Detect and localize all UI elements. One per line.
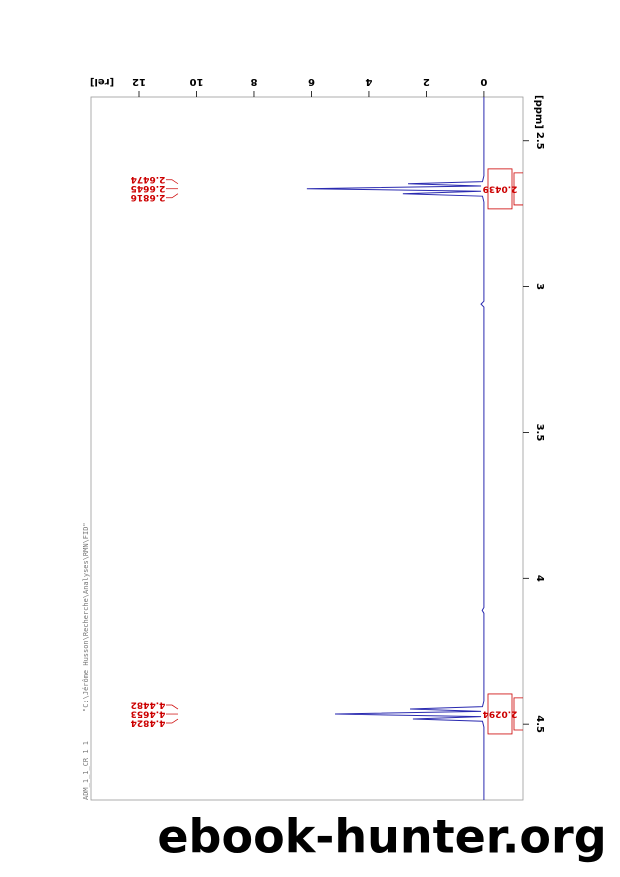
peak-label: 4.4824 [131,718,166,728]
integral-label: 2.0439 [483,183,518,193]
integral-box [487,693,513,735]
source-path: "C:\Jérôme Husson\Recherche\Analyses\RMN… [82,522,90,712]
y-tick-label: 4 [365,76,372,87]
dataset-label: ADM_1_1_CR 1 1 [82,741,90,800]
peak-leader [166,704,179,710]
peak-leader [166,179,179,185]
integral-box [487,168,513,210]
x-tick-label: 4.5 [534,715,545,733]
integral-bracket [513,172,523,206]
y-axis-label: [rel] [90,76,114,87]
x-tick-label: 4 [534,575,545,582]
peak-label: 4.4653 [131,709,166,719]
x-tick-label: 3.5 [534,424,545,442]
y-tick-label: 0 [480,76,487,87]
watermark: ebook-hunter.org [157,810,606,864]
peak-leader [166,193,179,199]
y-tick-label: 8 [250,76,257,87]
peak-label: 2.6474 [131,174,166,184]
x-axis-label: [ppm] [533,95,544,129]
peak-label: 2.6645 [131,183,166,193]
spectrum-line [306,97,485,800]
y-tick-label: 12 [132,76,146,87]
y-tick-label: 6 [308,76,315,87]
peak-leader [166,718,179,724]
y-tick-label: 10 [189,76,203,87]
plot-frame [90,96,524,801]
integral-bracket [513,697,523,731]
x-tick-label: 2.5 [534,132,545,150]
peak-label: 2.6816 [131,192,166,202]
y-tick-label: 2 [423,76,430,87]
peak-label: 4.4482 [131,700,166,710]
integral-label: 2.0294 [483,708,518,718]
x-tick-label: 3 [534,283,545,290]
